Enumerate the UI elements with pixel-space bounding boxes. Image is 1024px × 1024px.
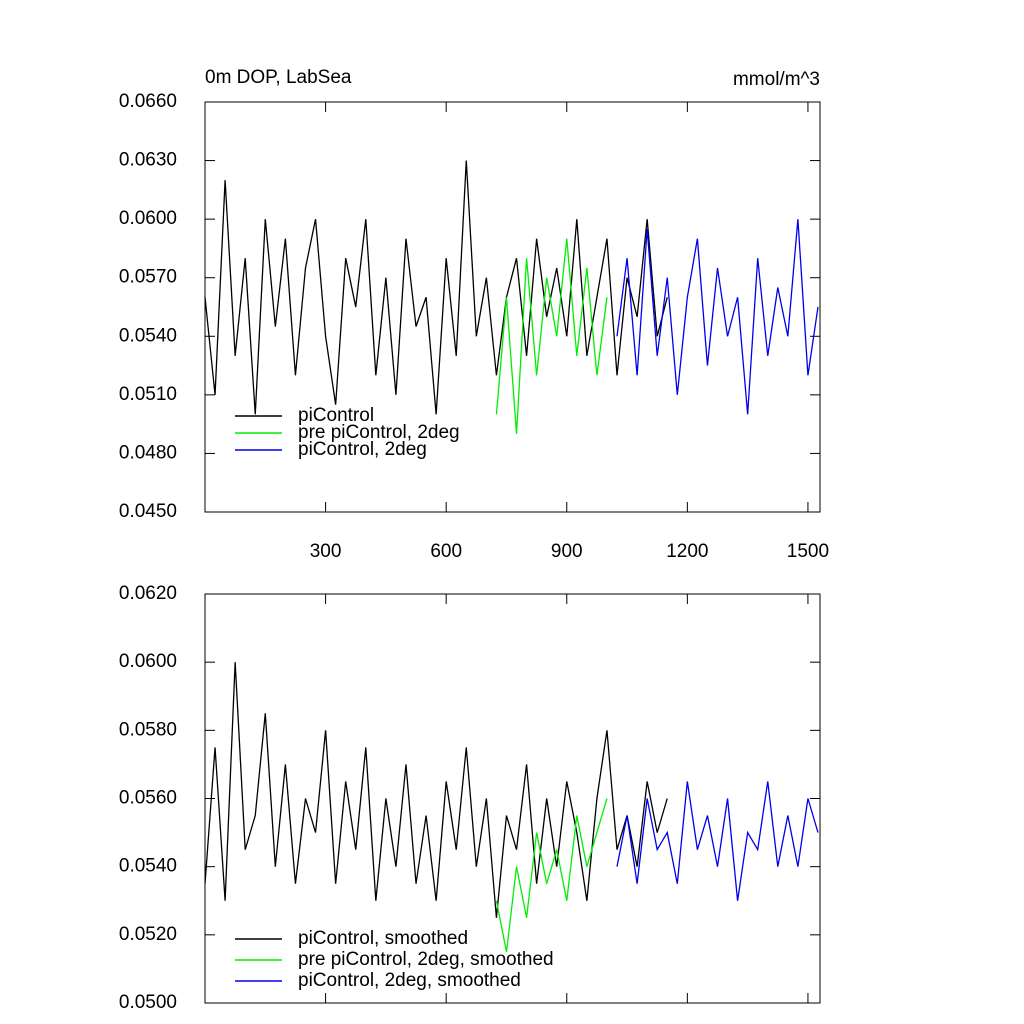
- y-tick-label: 0.0540: [119, 856, 177, 877]
- y-tick-label: 0.0450: [119, 501, 177, 522]
- y-tick-label: 0.0630: [119, 150, 177, 171]
- y-tick-label: 0.0500: [119, 992, 177, 1013]
- series-line: [616, 219, 819, 415]
- y-tick-label: 0.0570: [119, 267, 177, 288]
- x-tick-label: 600: [430, 541, 462, 562]
- chart-title: 0m DOP, LabSea: [205, 67, 352, 88]
- y-tick-label: 0.0620: [119, 583, 177, 604]
- legend-label: piControl: [298, 405, 374, 426]
- legend-label: pre piControl, 2deg, smoothed: [298, 949, 554, 970]
- y-tick-label: 0.0660: [119, 91, 177, 112]
- series-line: [495, 238, 608, 434]
- x-tick-label: 900: [551, 541, 583, 562]
- y-tick-label: 0.0540: [119, 325, 177, 346]
- series-line: [204, 662, 668, 918]
- y-tick-label: 0.0560: [119, 788, 177, 809]
- y-tick-label: 0.0520: [119, 924, 177, 945]
- legend-label: pre piControl, 2deg: [298, 422, 460, 443]
- y-tick-label: 0.0580: [119, 719, 177, 740]
- series-line: [495, 798, 608, 953]
- x-tick-label: 300: [310, 541, 342, 562]
- y-tick-label: 0.0600: [119, 208, 177, 229]
- units-label: mmol/m^3: [733, 69, 820, 90]
- x-tick-label: 1500: [787, 541, 829, 562]
- y-tick-label: 0.0510: [119, 384, 177, 405]
- legend-label: piControl, 2deg, smoothed: [298, 970, 521, 991]
- y-tick-label: 0.0600: [119, 651, 177, 672]
- plot-frame: [204, 101, 821, 513]
- y-tick-label: 0.0480: [119, 442, 177, 463]
- series-line: [616, 781, 819, 901]
- x-tick-label: 1200: [666, 541, 708, 562]
- series-line: [204, 160, 668, 415]
- legend-label: piControl, smoothed: [298, 928, 468, 949]
- legend-label: piControl, 2deg: [298, 439, 427, 460]
